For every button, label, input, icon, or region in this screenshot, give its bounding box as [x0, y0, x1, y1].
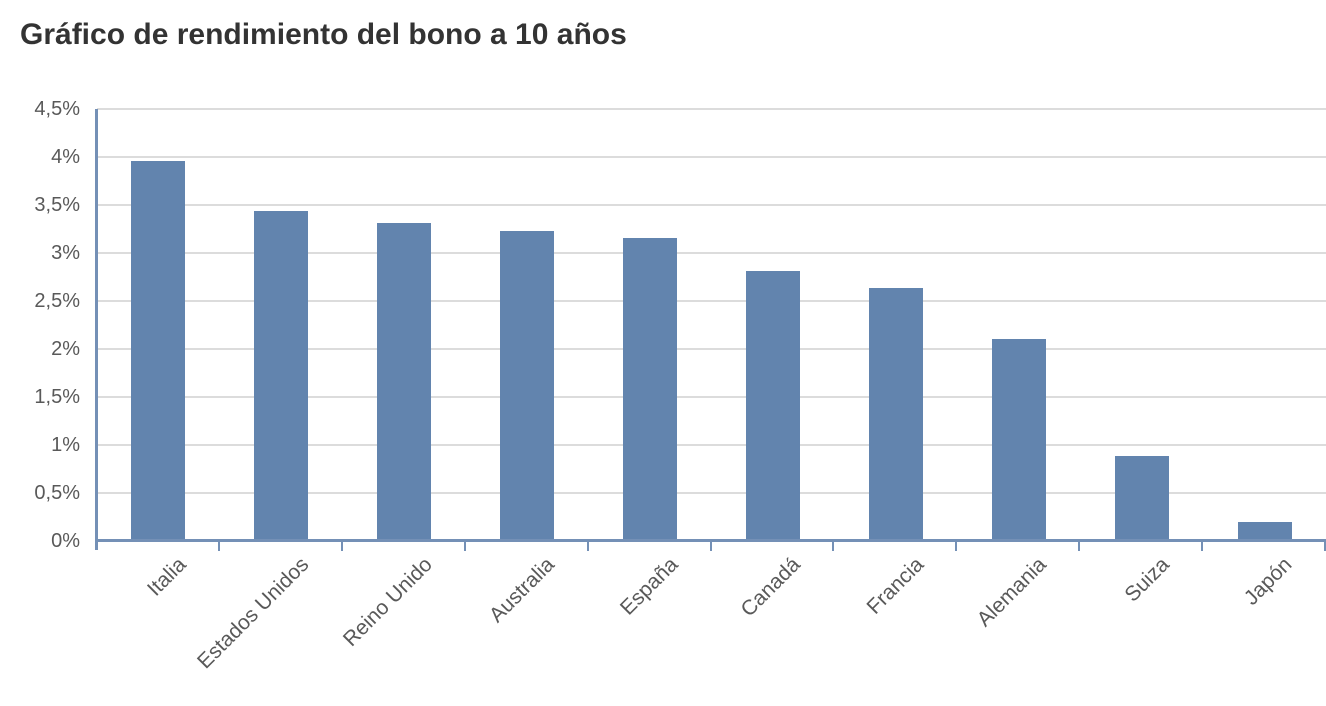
bar-estados-unidos [254, 210, 309, 541]
x-axis-tick [832, 542, 835, 551]
x-axis-category-label: España [615, 553, 683, 620]
x-axis-tick [1201, 542, 1204, 551]
x-axis-tick [586, 542, 589, 551]
x-axis-line [97, 539, 1326, 542]
x-axis-tick [340, 542, 343, 551]
y-axis-tick-label: 3% [51, 242, 80, 264]
y-axis-tick-label: 0,5% [34, 482, 80, 504]
bar-españa [623, 237, 678, 541]
y-axis-tick-label: 3,5% [34, 194, 80, 216]
x-axis-category-label: Suiza [1120, 553, 1174, 607]
gridline [97, 348, 1326, 350]
x-axis-category-label: Japón [1240, 553, 1297, 610]
x-axis-tick [709, 542, 712, 551]
gridline [97, 300, 1326, 302]
bar-alemania [991, 339, 1046, 541]
x-axis-tick [463, 542, 466, 551]
gridline [97, 444, 1326, 446]
y-axis-tick-label: 1% [51, 434, 80, 456]
y-axis-tick-label: 0% [51, 530, 80, 552]
x-axis-category-label: Alemania [972, 553, 1052, 632]
gridline [97, 252, 1326, 254]
bar-japón [1237, 521, 1292, 541]
x-axis-tick [955, 542, 958, 551]
gridline [97, 396, 1326, 398]
x-axis-tick [217, 542, 220, 551]
bar-francia [868, 287, 923, 541]
y-axis-line [95, 109, 98, 550]
bar-reino-unido [377, 223, 432, 541]
x-axis-category-label: Reino Unido [338, 553, 437, 651]
y-axis-tick-label: 4,5% [34, 98, 80, 120]
x-axis-tick [1078, 542, 1081, 551]
y-axis-tick-label: 2% [51, 338, 80, 360]
gridline [97, 156, 1326, 158]
gridline [97, 204, 1326, 206]
bar-canadá [745, 271, 800, 541]
x-axis-category-label: Italia [143, 553, 191, 601]
x-axis-category-label: Australia [485, 553, 560, 628]
y-axis-tick-label: 1,5% [34, 386, 80, 408]
x-axis-category-label: Canadá [736, 553, 806, 622]
bar-australia [500, 230, 555, 541]
gridline [97, 108, 1326, 110]
x-axis-category-label: Francia [862, 553, 929, 619]
bar-suiza [1114, 455, 1169, 541]
x-axis-category-label: Estados Unidos [193, 553, 314, 674]
x-axis-tick [1324, 542, 1326, 551]
gridline [97, 492, 1326, 494]
y-axis-tick-label: 4% [51, 146, 80, 168]
bar-italia [131, 160, 186, 541]
chart-title: Gráfico de rendimiento del bono a 10 año… [20, 18, 627, 51]
y-axis-tick-label: 2,5% [34, 290, 80, 312]
